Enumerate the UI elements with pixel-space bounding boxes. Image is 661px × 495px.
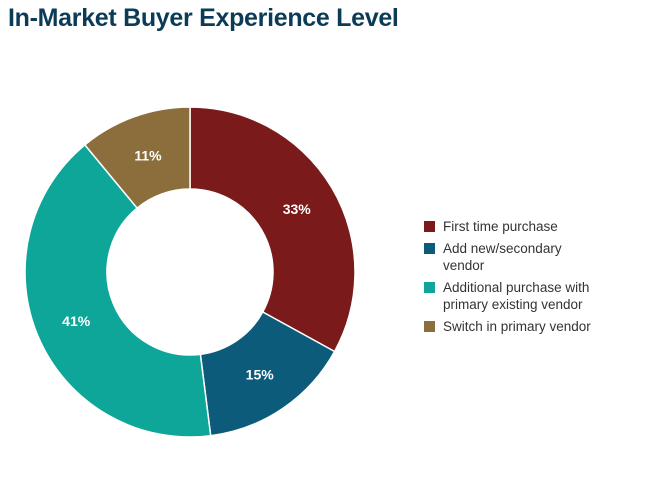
legend-label: Switch in primary vendor — [443, 319, 591, 334]
slice-additional — [24, 143, 212, 438]
chart-title: In-Market Buyer Experience Level — [8, 4, 399, 32]
legend-label: Add new/secondary vendor — [443, 241, 562, 273]
legend-swatch — [424, 321, 435, 332]
data-label: 41% — [62, 313, 91, 329]
legend-swatch — [424, 243, 435, 254]
slice-first-time — [189, 106, 356, 353]
legend-swatch — [424, 282, 435, 293]
legend-item-first-time: First time purchase — [424, 218, 654, 235]
legend-item-additional: Additional purchase with primary existin… — [424, 279, 654, 313]
legend-label: First time purchase — [443, 219, 558, 234]
data-label: 11% — [134, 147, 162, 163]
data-label: 15% — [246, 367, 275, 383]
slice-switch — [83, 106, 191, 210]
legend-swatch — [424, 221, 435, 232]
legend-item-switch: Switch in primary vendor — [424, 318, 654, 335]
legend-item-add-new: Add new/secondary vendor — [424, 240, 654, 274]
chart-legend: First time purchase Add new/secondary ve… — [424, 218, 654, 340]
legend-label: Additional purchase with primary existin… — [443, 280, 590, 312]
data-label: 33% — [283, 201, 312, 217]
